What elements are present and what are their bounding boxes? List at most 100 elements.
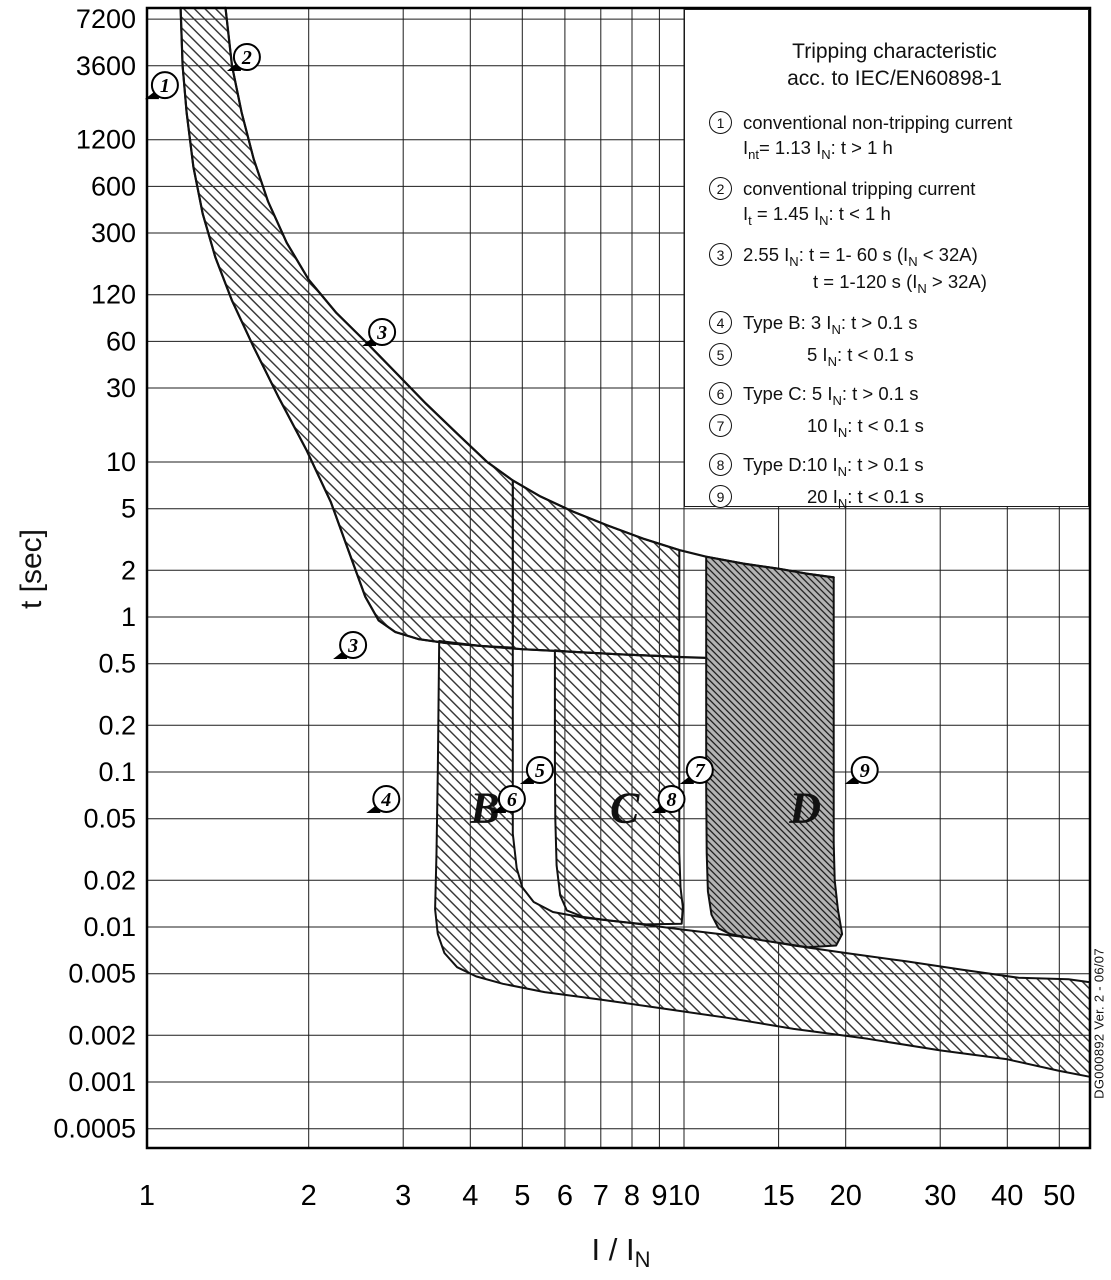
- chart-marker-5: 5: [519, 756, 554, 784]
- chart-marker-3: 3: [362, 318, 397, 346]
- svg-text:7200: 7200: [76, 4, 136, 34]
- svg-text:0.0005: 0.0005: [53, 1114, 136, 1144]
- x-tick-labels: 1 2 3 4 5 6 7 8 9 10 15 20 30 40 50: [139, 1180, 1076, 1212]
- legend-item-text: conventional non-tripping current Int= 1.…: [743, 112, 1013, 162]
- legend-item-number: 8: [709, 453, 732, 476]
- legend-item-number: 2: [709, 177, 732, 200]
- svg-text:600: 600: [91, 171, 136, 201]
- band-label-C: C: [610, 783, 640, 832]
- svg-text:4: 4: [380, 789, 391, 811]
- legend-item-number: 1: [709, 111, 732, 134]
- legend-item-number: 5: [709, 343, 732, 366]
- legend-item-8: 8 Type D:10 IN: t > 0.1 s: [709, 452, 1080, 479]
- svg-text:1200: 1200: [76, 125, 136, 155]
- chart-marker-6: 6: [491, 785, 526, 813]
- legend-item-4: 4 Type B: 3 IN: t > 0.1 s: [709, 310, 1080, 337]
- legend-item-text: Type D:10 IN: t > 0.1 s: [743, 454, 924, 479]
- svg-text:5: 5: [514, 1180, 530, 1212]
- legend-items: 1 conventional non-tripping current Int= 1…: [709, 110, 1080, 511]
- svg-text:120: 120: [91, 280, 136, 310]
- svg-text:50: 50: [1043, 1180, 1075, 1212]
- svg-text:0.001: 0.001: [68, 1067, 136, 1097]
- legend-item-7: 7 10 IN: t < 0.1 s: [709, 413, 1080, 440]
- chart-marker-3: 3: [333, 631, 368, 659]
- chart-marker-8: 8: [651, 785, 686, 813]
- curve-upper-tripping-limit: [224, 6, 835, 579]
- svg-text:3600: 3600: [76, 51, 136, 81]
- svg-text:0.5: 0.5: [98, 649, 136, 679]
- chart-marker-7: 7: [679, 756, 714, 784]
- svg-text:15: 15: [762, 1180, 794, 1212]
- svg-text:3: 3: [395, 1180, 411, 1212]
- svg-text:6: 6: [557, 1180, 573, 1212]
- x-axis-title: I / IN: [591, 1232, 651, 1272]
- svg-text:1: 1: [139, 1180, 155, 1212]
- band-label-D: D: [788, 783, 821, 832]
- svg-text:3: 3: [347, 635, 358, 657]
- svg-text:0.05: 0.05: [83, 804, 136, 834]
- legend-panel: Tripping characteristic acc. to IEC/EN60…: [684, 9, 1089, 511]
- legend-title: Tripping characteristic acc. to IEC/EN60…: [709, 38, 1080, 92]
- document-id-watermark: DG000892 Ver. 2 - 06/07: [1091, 948, 1107, 1099]
- region-type-D-band: [705, 555, 844, 949]
- svg-text:4: 4: [462, 1180, 478, 1212]
- legend-title-line2: acc. to IEC/EN60898-1: [787, 67, 1002, 90]
- y-tick-labels: 7200 3600 1200 600 300 120 60 30 10 5 2 1 0.5 0.2 0.1 0…: [53, 4, 136, 1144]
- svg-text:2: 2: [301, 1180, 317, 1212]
- svg-text:2: 2: [121, 555, 136, 585]
- y-axis-title: t [sec]: [15, 528, 48, 610]
- legend-title-line1: Tripping characteristic: [792, 40, 997, 63]
- svg-text:2: 2: [241, 47, 252, 69]
- legend-item-2: 2 conventional tripping current It = 1.45 …: [709, 176, 1080, 228]
- svg-text:8: 8: [667, 789, 677, 811]
- legend-item-number: 9: [709, 485, 732, 508]
- curve-lower-tripping-limit: [179, 6, 708, 659]
- legend-item-number: 7: [709, 414, 732, 437]
- svg-text:60: 60: [106, 326, 136, 356]
- legend-item-text: Type B: 3 IN: t > 0.1 s: [743, 312, 918, 337]
- svg-text:9: 9: [860, 760, 870, 782]
- svg-text:0.005: 0.005: [68, 959, 136, 989]
- legend-item-text: conventional tripping current It = 1.45 I…: [743, 178, 976, 228]
- legend-item-number: 6: [709, 382, 732, 405]
- chart-marker-9: 9: [844, 756, 879, 784]
- svg-text:0.02: 0.02: [83, 865, 136, 895]
- svg-text:30: 30: [924, 1180, 956, 1212]
- legend-item-text: 5 IN: t < 0.1 s: [807, 344, 914, 369]
- svg-text:8: 8: [624, 1180, 640, 1212]
- svg-text:3: 3: [376, 322, 387, 344]
- svg-text:20: 20: [830, 1180, 862, 1212]
- legend-item-6: 6 Type C: 5 IN: t > 0.1 s: [709, 381, 1080, 408]
- plot-border: [145, 6, 1092, 1150]
- legend-item-1: 1 conventional non-tripping current Int= 1…: [709, 110, 1080, 162]
- svg-text:30: 30: [106, 373, 136, 403]
- svg-text:0.2: 0.2: [98, 710, 136, 740]
- legend-item-9: 9 20 IN: t < 0.1 s: [709, 484, 1080, 511]
- svg-text:7: 7: [695, 760, 706, 782]
- svg-text:0.002: 0.002: [68, 1020, 136, 1050]
- svg-text:0.1: 0.1: [98, 757, 136, 787]
- legend-item-text: 20 IN: t < 0.1 s: [807, 486, 924, 511]
- svg-text:5: 5: [121, 494, 136, 524]
- legend-item-5: 5 5 IN: t < 0.1 s: [709, 342, 1080, 369]
- svg-text:300: 300: [91, 218, 136, 248]
- region-thermal-band: [179, 6, 681, 658]
- legend-item-3: 3 2.55 IN: t = 1- 60 s (IN < 32A) t = 1-12…: [709, 242, 1080, 296]
- svg-text:40: 40: [991, 1180, 1023, 1212]
- svg-text:1: 1: [160, 75, 170, 97]
- svg-text:10: 10: [106, 447, 136, 477]
- svg-text:5: 5: [535, 760, 545, 782]
- svg-text:1: 1: [121, 602, 136, 632]
- svg-text:7: 7: [593, 1180, 609, 1212]
- svg-text:0.01: 0.01: [83, 912, 136, 942]
- legend-item-text: 2.55 IN: t = 1- 60 s (IN < 32A) t = 1-120…: [743, 244, 987, 296]
- chart-marker-4: 4: [366, 785, 401, 813]
- legend-item-number: 3: [709, 243, 732, 266]
- svg-text:10: 10: [668, 1180, 700, 1212]
- legend-item-text: 10 IN: t < 0.1 s: [807, 415, 924, 440]
- svg-text:6: 6: [507, 789, 517, 811]
- legend-item-text: Type C: 5 IN: t > 0.1 s: [743, 383, 919, 408]
- chart-marker-1: 1: [144, 71, 179, 100]
- chart-marker-2: 2: [226, 43, 261, 71]
